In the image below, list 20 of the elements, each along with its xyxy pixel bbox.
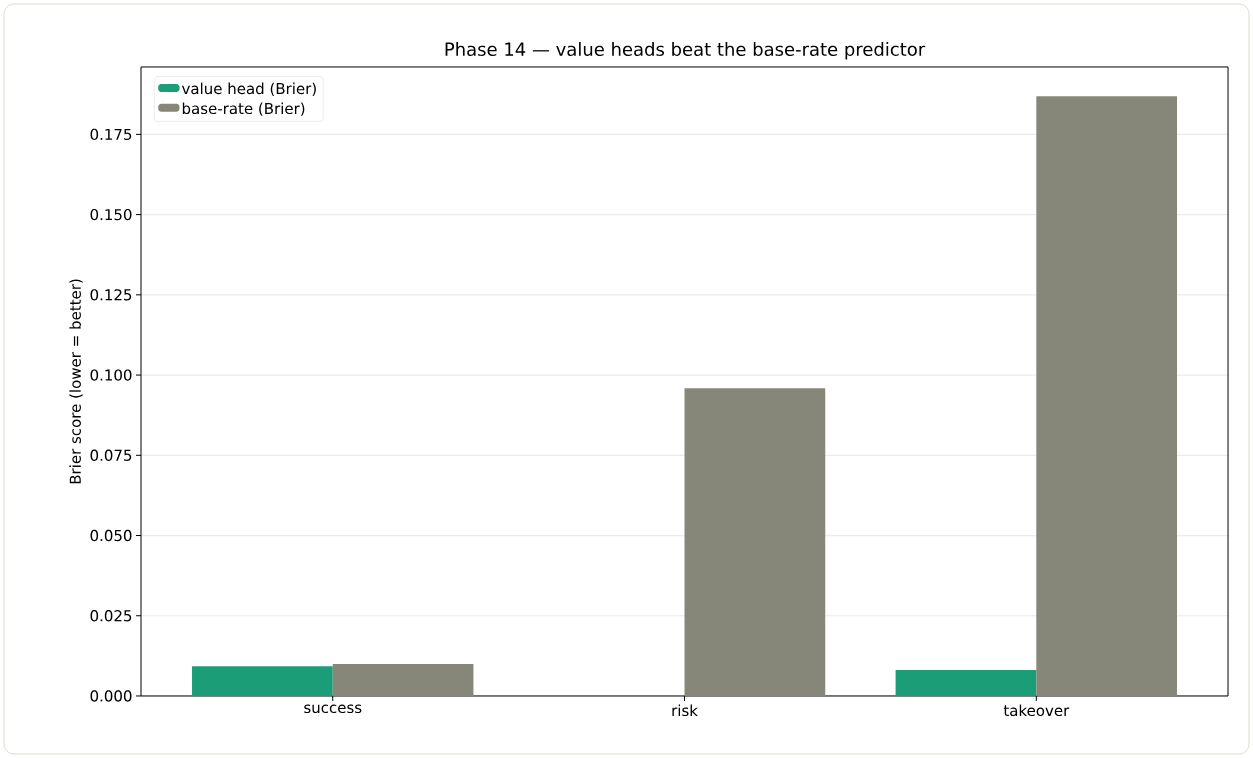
y-tick-label: 0.100 <box>90 369 132 381</box>
bar <box>1036 96 1178 696</box>
y-tick-label: 0.175 <box>90 128 132 141</box>
legend-label: value head (Brier) <box>181 82 316 96</box>
bar <box>684 388 826 696</box>
x-tick-label: risk <box>672 704 698 717</box>
y-tick-label: 0.050 <box>90 529 132 542</box>
y-tick-label: 0.025 <box>90 610 132 622</box>
legend-label: base-rate (Brier) <box>182 102 305 116</box>
y-axis-title: Brier score (lower = better) <box>69 279 83 484</box>
y-tick-label: 0.125 <box>90 289 132 301</box>
y-tick-label: 0.150 <box>90 208 132 221</box>
x-tick-label: takeover <box>1003 704 1070 717</box>
bar <box>192 666 333 696</box>
bar <box>895 669 1037 696</box>
y-tick-label: 0.075 <box>90 449 132 461</box>
x-tick-label: success <box>304 704 362 714</box>
bar <box>332 663 474 696</box>
y-tick-label: 0.000 <box>90 690 132 702</box>
chart-title: Phase 14 — value heads beat the base-rate predictor <box>445 42 926 60</box>
